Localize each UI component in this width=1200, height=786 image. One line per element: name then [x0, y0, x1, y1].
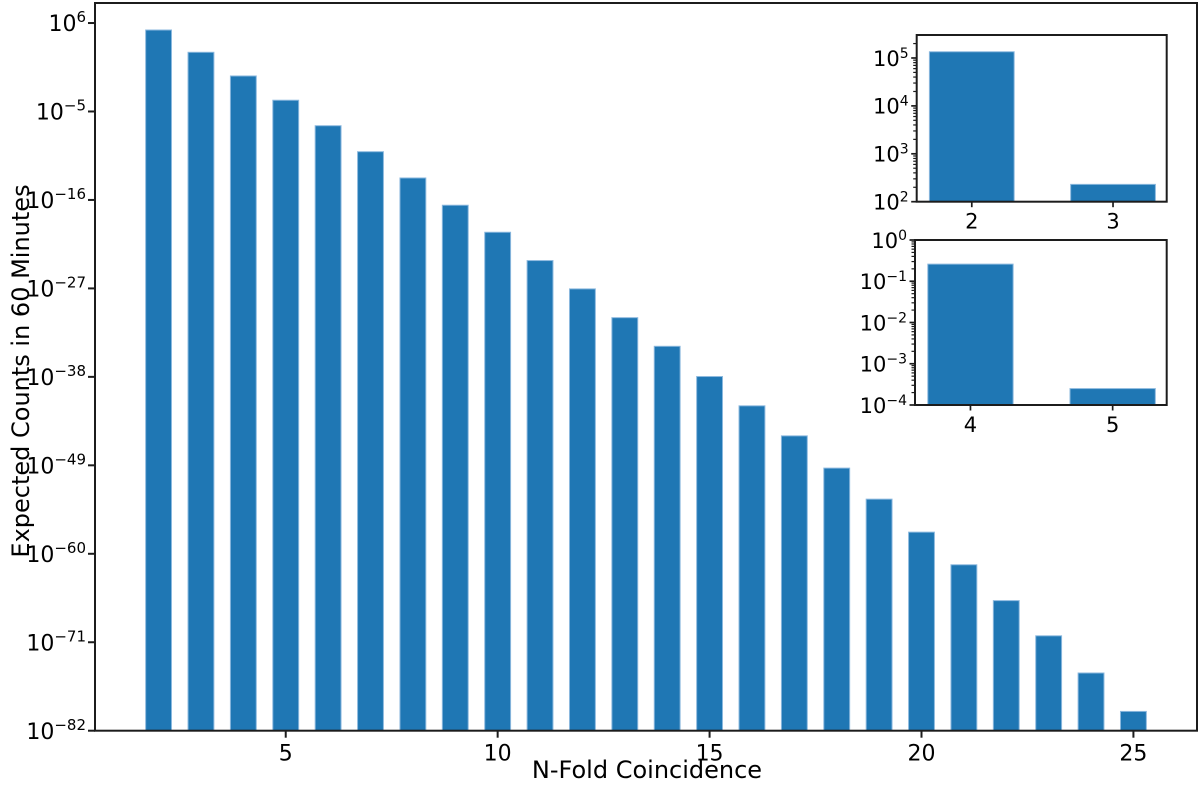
bar	[399, 177, 427, 732]
bar	[568, 288, 596, 732]
x-tick-label: 10	[484, 742, 512, 767]
y-tick-label: 10−38	[26, 362, 86, 391]
bar	[865, 498, 893, 732]
y-tick-label: 10−71	[26, 627, 86, 656]
y-tick-label: 10−27	[26, 274, 86, 303]
bar	[314, 125, 342, 732]
inset-top-bars	[928, 51, 1156, 203]
y-tick-label: 10−3	[860, 352, 907, 377]
bar	[696, 376, 724, 732]
y-tick-label: 10−2	[860, 310, 907, 335]
bar	[611, 317, 639, 732]
x-tick-label: 5	[279, 742, 293, 767]
bar	[526, 260, 554, 732]
y-tick-label: 100	[871, 228, 907, 253]
main-spines	[94, 2, 1198, 732]
x-tick-label: 5	[1106, 413, 1119, 437]
inset-top-spines	[915, 34, 1168, 203]
bar	[908, 531, 935, 732]
bar	[187, 51, 215, 732]
x-axis-label: N-Fold Coincidence	[531, 756, 763, 784]
bar	[927, 263, 1014, 406]
y-tick-label: 10−82	[26, 716, 86, 745]
inset-top-y-ticks: 105 104 103 102	[873, 42, 917, 214]
bar	[1119, 710, 1147, 732]
bar	[928, 51, 1015, 203]
main-y-ticks: 106 10−5 10−16 10−27 10−38 10−49 10−60 10−71 10−…	[26, 8, 95, 745]
y-tick-label: 10−60	[26, 539, 86, 568]
bar	[653, 345, 681, 732]
bar	[272, 99, 300, 732]
bar	[484, 231, 512, 732]
bar	[1070, 183, 1156, 203]
bar	[1069, 388, 1156, 406]
bar	[950, 564, 978, 732]
y-tick-label: 10−5	[36, 97, 86, 126]
x-tick-label: 4	[964, 413, 977, 437]
x-tick-label: 2	[965, 210, 978, 234]
bar	[1035, 635, 1063, 732]
inset-bottom-bars	[927, 263, 1156, 406]
bar	[229, 75, 257, 732]
bar	[823, 467, 851, 732]
x-tick-label: 15	[696, 742, 724, 767]
y-tick-label: 104	[873, 94, 909, 119]
bar	[145, 29, 173, 732]
x-tick-label: 20	[908, 742, 936, 767]
main-axes: 106 10−5 10−16 10−27 10−38 10−49 10−60 10−71 10−…	[26, 2, 1198, 767]
y-tick-label: 10−4	[860, 393, 907, 418]
main-x-ticks: 5 10 15 20 25	[279, 730, 1147, 767]
y-tick-label: 103	[873, 142, 909, 167]
y-tick-label: 102	[873, 189, 909, 214]
bar	[992, 600, 1020, 732]
x-tick-label: 3	[1106, 210, 1119, 234]
y-tick-label: 106	[48, 8, 86, 37]
y-tick-label: 10−49	[26, 450, 86, 479]
y-axis-label: Expected Counts in 60 Minutes	[7, 184, 35, 558]
y-tick-label: 10−16	[26, 185, 86, 214]
inset-bottom-y-ticks: 100 10−1 10−2 10−3 10−4	[860, 228, 915, 418]
bar	[357, 151, 384, 732]
main-bars	[145, 29, 1147, 732]
y-tick-label: 105	[873, 46, 909, 71]
y-tick-label: 10−1	[860, 269, 907, 294]
bar	[738, 405, 766, 732]
bar	[441, 204, 469, 732]
bar	[1077, 672, 1105, 732]
x-tick-label: 25	[1119, 742, 1147, 767]
bar	[780, 435, 808, 732]
